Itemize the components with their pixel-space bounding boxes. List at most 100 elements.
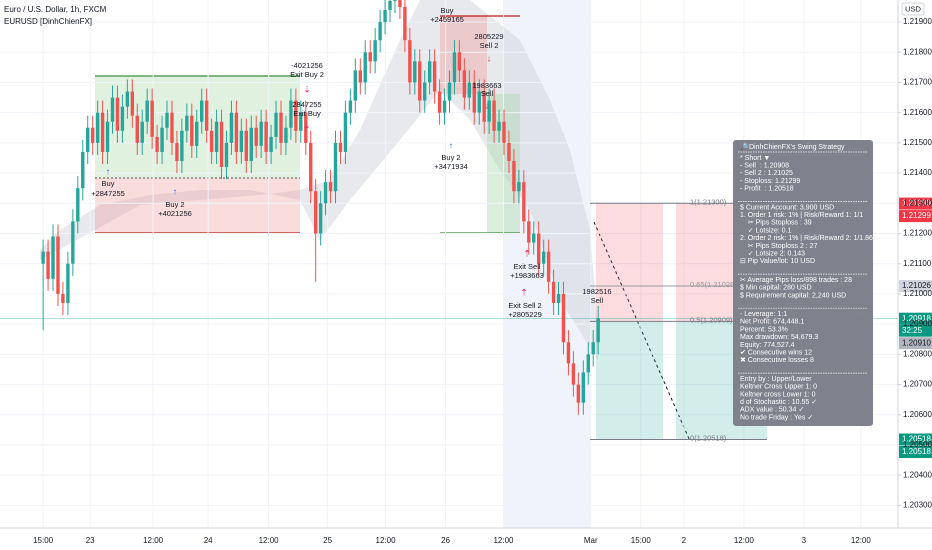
panel-line: ✂ Average Pips loss/898 trades : 28 — [740, 277, 852, 284]
panel-line: ✓ Lotsize: 0.1 — [740, 227, 791, 234]
candle-body — [274, 112, 278, 137]
candle-body — [388, 0, 392, 10]
panel-line: Net Profit: 674,448.1 — [740, 319, 804, 326]
candle-body — [110, 97, 115, 122]
y-tick-label: 1.21000 — [903, 289, 932, 298]
candle-body — [457, 52, 462, 71]
arrow-down: ↓ — [487, 53, 492, 63]
arrow-down: ↓ — [485, 100, 490, 110]
panel-title: DinhChienFX's Swing Strategy — [749, 144, 845, 151]
candle-body — [522, 182, 526, 222]
panel-line: Max drawdown: 54,679.3 — [740, 334, 818, 341]
annotation: +2847255 — [91, 189, 125, 198]
candle-body — [309, 142, 313, 192]
candle-body — [566, 342, 571, 364]
candle-body — [105, 121, 110, 152]
panel-background — [733, 140, 873, 426]
panel-line: * Short ▼ — [740, 155, 770, 162]
panel-line: $ Current Account: 3,900 USD — [740, 204, 834, 211]
x-tick-label: 15:00 — [631, 536, 652, 545]
x-tick-label: 25 — [323, 536, 332, 545]
annotation: -4021256 — [291, 61, 323, 70]
plot-background — [40, 0, 691, 528]
y-tick-label: 1.20900 — [903, 319, 932, 328]
y-tick-label: 1.20800 — [903, 349, 932, 358]
candle-body — [95, 112, 100, 143]
candle-body — [502, 121, 506, 143]
y-tick-label: 1.21700 — [903, 78, 932, 87]
price-tag — [899, 433, 932, 446]
panel-line: Entry by : Upper/Lower — [740, 376, 812, 383]
candle-body — [170, 112, 174, 143]
x-tick-label: 3 — [802, 536, 807, 545]
candle-body — [497, 121, 501, 131]
annotation: +2459165 — [430, 15, 464, 24]
candle-body — [86, 127, 90, 152]
loss-zone — [596, 203, 663, 322]
x-tick-label: 24 — [204, 536, 213, 545]
arrow-up: ⇡ — [520, 287, 528, 297]
candle-body — [279, 112, 283, 143]
candle-body — [358, 70, 362, 83]
x-tick-label: 12:00 — [376, 536, 397, 545]
panel-line: ⊟ Pip Value/lot: 10 USD — [740, 258, 815, 265]
candle-body — [586, 354, 590, 373]
candle-body — [477, 91, 481, 113]
candle-body — [264, 121, 268, 152]
candle-body — [368, 52, 372, 62]
candle-body — [348, 100, 353, 113]
y-tick-label: 1.21800 — [903, 47, 932, 56]
panel-line: 2. Order 2 risk: 1% | Risk/Reward 2: 1/1… — [740, 235, 873, 242]
candle-body — [90, 127, 95, 143]
y-tick-label: 1.20700 — [903, 380, 932, 389]
candle-body — [214, 121, 219, 152]
x-tick-label: 12:00 — [259, 536, 280, 545]
panel-line: - Stoploss: 1.21299 — [740, 178, 800, 185]
x-tick-label: 2 — [682, 536, 687, 545]
arrow-up: ↑ — [449, 140, 454, 150]
candle-body — [427, 61, 432, 83]
candle-body — [269, 136, 273, 152]
candle-body — [353, 70, 358, 101]
candle-body — [403, 6, 407, 41]
candle-body — [472, 82, 476, 113]
candle-body — [190, 115, 194, 146]
panel-line: - Sell 2 : 1.21025 — [740, 170, 793, 177]
candle-body — [537, 233, 541, 264]
currency: USD — [905, 4, 921, 13]
annotation: Buy — [102, 179, 115, 188]
candle-body — [541, 251, 546, 264]
arrow-down: ⇣ — [303, 120, 311, 130]
price-tag-label: 1.21299 — [902, 199, 931, 208]
level-label: 1(1.21300) — [690, 197, 727, 206]
candle-body — [239, 130, 244, 152]
candle-body — [383, 9, 387, 23]
panel-line: - Leverage: 1:1 — [740, 311, 787, 318]
candle-body — [581, 372, 586, 403]
candle-body — [323, 182, 328, 204]
candle-body — [244, 130, 249, 162]
candle-body — [229, 112, 234, 143]
candle-body — [71, 221, 75, 264]
candle-body — [482, 91, 486, 122]
candle-body — [442, 100, 447, 113]
candle-body — [413, 61, 417, 83]
candle-body — [527, 221, 531, 243]
annotation: Exit Sell 2 — [508, 301, 541, 310]
candle-body — [100, 112, 105, 152]
y-tick-label: 1.20300 — [903, 500, 932, 509]
panel-line: Keltner Cross Upper 1: 0 — [740, 384, 817, 391]
annotation: 2805229 — [474, 32, 503, 41]
price-tag-label: 1.20918 — [902, 314, 931, 323]
candle-body — [66, 263, 70, 303]
price-tag-label: 1.21299 — [902, 211, 931, 220]
x-tick-label: Mar — [584, 536, 598, 545]
candles — [41, 0, 600, 415]
candle-body — [408, 40, 412, 83]
annotation: Sell — [481, 89, 494, 98]
annotation: Sell — [591, 296, 604, 305]
candle-body — [180, 130, 184, 162]
x-tick-label: 12:00 — [143, 536, 164, 545]
candle-body — [517, 182, 521, 192]
candle-body — [452, 52, 457, 83]
